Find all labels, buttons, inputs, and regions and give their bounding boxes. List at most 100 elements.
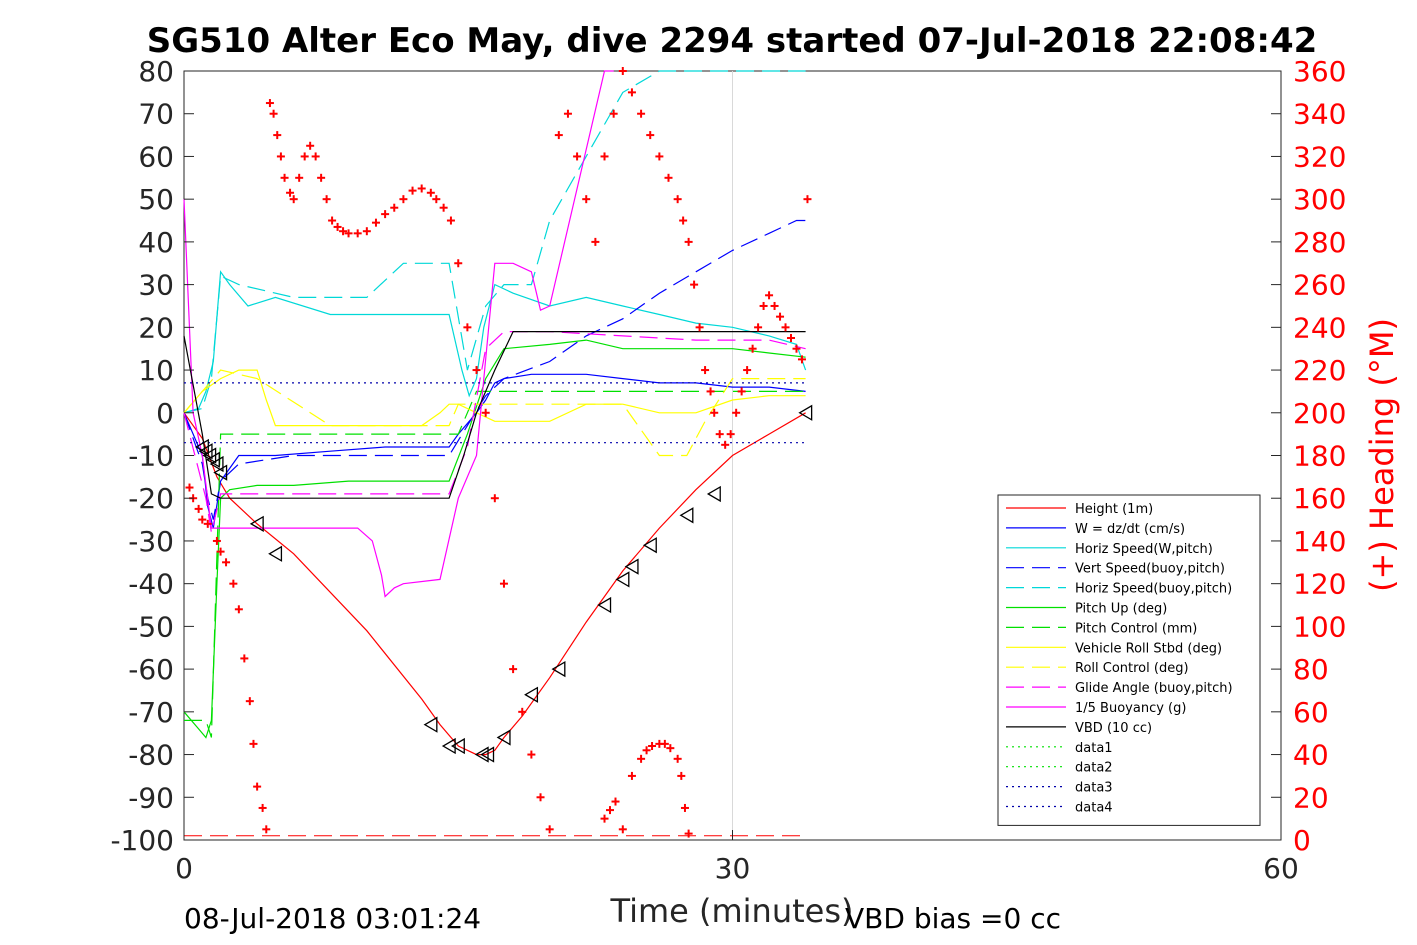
heading-hump-point-12 — [677, 771, 686, 780]
triangle-marker — [441, 737, 456, 755]
heading-point-58 — [573, 152, 582, 161]
heading-point-39 — [408, 186, 417, 195]
heading-point-8 — [229, 579, 238, 588]
heading-point-56 — [554, 131, 563, 140]
heading-hump-point-9 — [660, 739, 669, 748]
heading-point-80 — [732, 408, 741, 417]
heading-point-2 — [194, 504, 203, 513]
y2-tick-label: 100 — [1293, 610, 1346, 643]
heading-point-92 — [797, 355, 806, 364]
triangle-marker — [474, 746, 489, 763]
heading-point-89 — [781, 323, 790, 332]
heading-point-43 — [439, 203, 448, 212]
triangle-marker — [679, 507, 694, 524]
heading-point-57 — [563, 109, 572, 118]
y2-tick-label: 220 — [1293, 354, 1346, 387]
heading-point-74 — [701, 366, 710, 375]
heading-point-59 — [582, 195, 591, 204]
heading-point-17 — [269, 109, 278, 118]
heading-point-68 — [664, 173, 673, 182]
heading-point-38 — [399, 195, 408, 204]
y-tick-label: 50 — [138, 183, 174, 216]
y2-tick-label: 0 — [1293, 824, 1311, 857]
legend-label: VBD (10 cc) — [1075, 721, 1152, 736]
heading-point-84 — [754, 323, 763, 332]
triangle-marker — [496, 729, 511, 746]
legend-label: Vert Speed(buoy,pitch) — [1075, 562, 1225, 577]
heading-point-41 — [426, 188, 435, 197]
legend-label: Horiz Speed(W,pitch) — [1075, 542, 1213, 557]
heading-hump-point-14 — [684, 829, 693, 838]
x-axis: 0 30 60 — [175, 830, 1299, 885]
legend-label: W = dz/dt (cm/s) — [1075, 522, 1185, 537]
series-line-11 — [183, 331, 806, 499]
legend-label: data4 — [1075, 801, 1113, 816]
heading-point-90 — [787, 334, 796, 343]
heading-point-15 — [262, 825, 271, 834]
heading-point-34 — [362, 227, 371, 236]
heading-point-0 — [185, 483, 194, 492]
series-line-4 — [183, 70, 806, 414]
x-tick-label: 30 — [715, 852, 751, 885]
y2-tick-label: 40 — [1293, 739, 1329, 772]
y2-tick-label: 300 — [1293, 183, 1346, 216]
heading-point-6 — [216, 547, 225, 556]
series-line-10 — [183, 70, 614, 598]
y-tick-label: 10 — [138, 354, 174, 387]
y-tick-label: 0 — [156, 397, 174, 430]
series-line-7 — [183, 369, 806, 427]
y-tick-label: 60 — [138, 140, 174, 173]
triangle-marker — [268, 545, 283, 562]
y-tick-label: 80 — [138, 55, 174, 88]
heading-point-16 — [265, 99, 274, 108]
heading-point-13 — [253, 782, 262, 791]
heading-hump-point-5 — [637, 754, 646, 763]
y2-tick-label: 160 — [1293, 482, 1346, 515]
heading-point-83 — [748, 344, 757, 353]
y2-tick-label: 80 — [1293, 653, 1329, 686]
heading-hump-point-6 — [642, 746, 651, 755]
y2-tick-label: 140 — [1293, 525, 1346, 558]
legend-label: data1 — [1075, 741, 1113, 756]
y-tick-label: -10 — [128, 440, 174, 473]
heading-point-47 — [472, 366, 481, 375]
heading-point-51 — [509, 665, 518, 674]
heading-point-66 — [646, 131, 655, 140]
heading-hump-point-13 — [680, 803, 689, 812]
heading-point-91 — [792, 344, 801, 353]
heading-point-49 — [490, 494, 499, 503]
x-tick-label: 0 — [175, 852, 193, 885]
heading-point-46 — [463, 323, 472, 332]
heading-point-52 — [518, 707, 527, 716]
legend-label: Pitch Control (mm) — [1075, 621, 1197, 636]
heading-point-32 — [344, 229, 353, 238]
series-line-3 — [183, 219, 806, 520]
heading-point-71 — [684, 237, 693, 246]
series-line-6 — [184, 390, 806, 738]
triangle-marker — [597, 596, 612, 614]
heading-point-11 — [245, 697, 254, 706]
heading-point-65 — [637, 109, 646, 118]
y-tick-label: -70 — [128, 696, 174, 729]
y-tick-label: 30 — [138, 269, 174, 302]
heading-point-19 — [276, 152, 285, 161]
y-tick-label: -90 — [128, 781, 174, 814]
footer-vbd-bias: VBD bias =0 cc — [845, 902, 1061, 935]
heading-point-70 — [679, 216, 688, 225]
y-axis-left: 80 70 60 50 40 30 20 10 0 -10 -20 -30 -40 -50 -60 -70 -8… — [110, 55, 194, 857]
legend-label: 1/5 Buoyancy (g) — [1075, 701, 1186, 716]
y2-tick-label: 280 — [1293, 226, 1346, 259]
heading-point-7 — [222, 558, 231, 567]
heading-point-64 — [627, 88, 636, 97]
triangle-marker — [706, 485, 721, 503]
heading-point-23 — [295, 173, 304, 182]
heading-point-18 — [273, 131, 282, 140]
heading-point-30 — [333, 222, 342, 231]
y-tick-label: 70 — [138, 98, 174, 131]
heading-point-88 — [776, 312, 785, 321]
heading-point-24 — [300, 152, 309, 161]
heading-point-35 — [371, 218, 380, 227]
footer-timestamp: 08-Jul-2018 03:01:24 — [184, 902, 481, 935]
y-tick-label: -80 — [128, 739, 174, 772]
triangle-marker — [209, 455, 224, 473]
